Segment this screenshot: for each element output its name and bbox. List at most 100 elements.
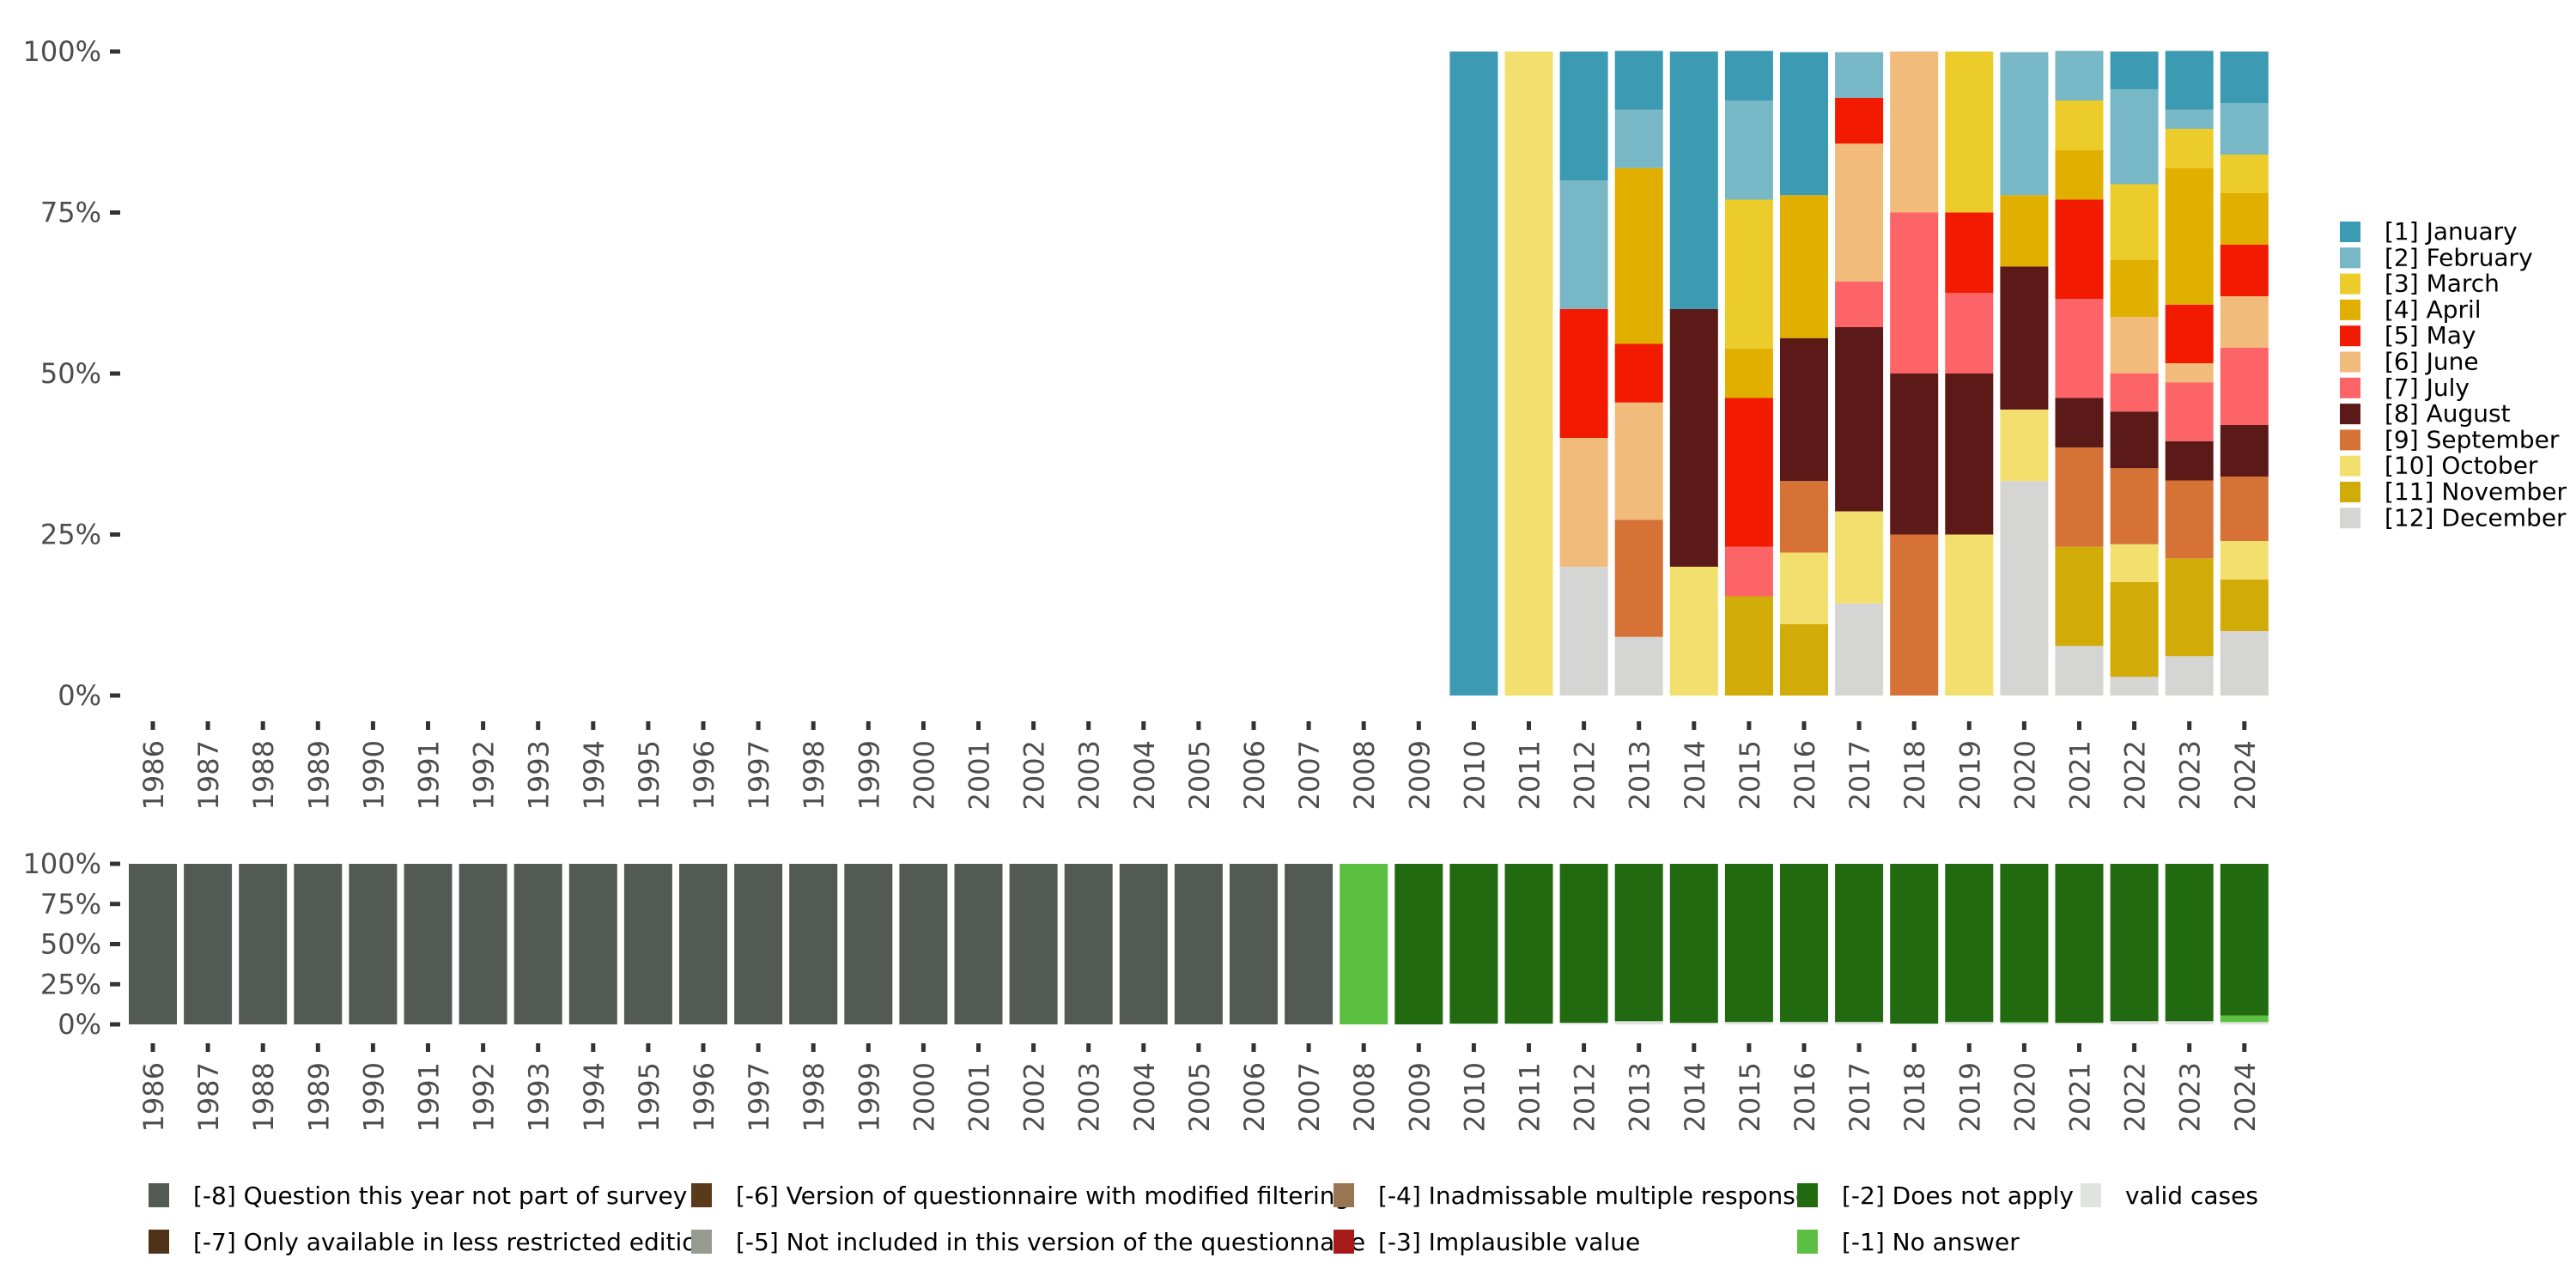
x-tick-label: 2018 bbox=[1899, 740, 1931, 810]
bar-segment-2017-4 bbox=[1835, 327, 1884, 512]
bar-segment-2008-1 bbox=[1340, 864, 1388, 1024]
bar-segment-2020-4 bbox=[2000, 266, 2049, 410]
x-tick-label: 2023 bbox=[2174, 740, 2207, 810]
x-tick-label: 1987 bbox=[192, 740, 225, 810]
x-tick-label: 2018 bbox=[1899, 1062, 1931, 1132]
bar-segment-1991-8 bbox=[404, 864, 453, 1024]
bar-segment-2016-2 bbox=[1780, 552, 1828, 624]
bar-segment-2014-2 bbox=[1669, 567, 1718, 696]
bar-segment-2001-8 bbox=[954, 864, 1003, 1024]
bar-segment-2021-2 bbox=[2055, 864, 2104, 1024]
bar-segment-2021-0 bbox=[2055, 1023, 2104, 1024]
x-tick-label: 1991 bbox=[413, 1062, 446, 1132]
bottom-x-axis: 1986 1987 1988 1989 1990 1991 1992 1993 1994 1995… bbox=[137, 1043, 2262, 1132]
bar-segment-2023-0 bbox=[2165, 1021, 2214, 1024]
x-tick-label: 1994 bbox=[578, 1062, 611, 1132]
legend-label: [-5] Not included in this version of the… bbox=[736, 1228, 1365, 1256]
bar-segment-2015-0 bbox=[1724, 1022, 1773, 1024]
bar-segment-2022-0 bbox=[2110, 1021, 2159, 1024]
legend-swatch bbox=[2340, 429, 2360, 451]
bar-segment-2023-5 bbox=[2165, 382, 2214, 441]
bar-segment-2015-5 bbox=[1724, 546, 1773, 597]
bar-segment-2014-4 bbox=[1669, 309, 1718, 567]
bar-segment-2003-8 bbox=[1064, 864, 1113, 1024]
bar-segment-2023-10 bbox=[2165, 109, 2214, 129]
bar-segment-2024-8 bbox=[2220, 193, 2269, 245]
bar-segment-2020-2 bbox=[2000, 410, 2049, 482]
x-tick-label: 2021 bbox=[2064, 1062, 2097, 1132]
x-tick-label: 2001 bbox=[963, 1062, 996, 1132]
bar-segment-2021-8 bbox=[2055, 149, 2104, 200]
x-tick-label: 2003 bbox=[1073, 1062, 1106, 1132]
bar-segment-2022-6 bbox=[2110, 317, 2159, 374]
bar-segment-1994-8 bbox=[568, 864, 617, 1024]
x-tick-label: 1999 bbox=[853, 1062, 885, 1132]
bar-segment-2004-8 bbox=[1119, 864, 1168, 1024]
bar-segment-1993-8 bbox=[513, 864, 562, 1024]
bar-segment-2023-2 bbox=[2165, 864, 2214, 1022]
bar-segment-2007-8 bbox=[1285, 864, 1334, 1024]
bar-segment-2020-0 bbox=[2000, 1023, 2049, 1024]
bar-segment-2019-0 bbox=[1945, 1022, 1994, 1024]
x-tick-label: 1990 bbox=[357, 740, 390, 810]
x-tick-label: 2020 bbox=[2008, 1062, 2041, 1132]
bar-segment-2010-2 bbox=[1449, 864, 1498, 1024]
bar-segment-1989-8 bbox=[294, 864, 343, 1024]
bar-segment-2022-1 bbox=[2110, 582, 2159, 677]
bar-segment-1990-8 bbox=[349, 864, 398, 1024]
legend-swatch bbox=[1797, 1183, 1818, 1207]
x-tick-label: 2012 bbox=[1569, 740, 1601, 810]
legend-swatch bbox=[2340, 455, 2360, 477]
x-tick-label: 2002 bbox=[1018, 1062, 1051, 1132]
x-tick-label: 1998 bbox=[798, 1062, 830, 1132]
bar-segment-2021-4 bbox=[2055, 398, 2104, 448]
x-tick-label: 1987 bbox=[192, 1062, 225, 1132]
x-tick-label: 2010 bbox=[1458, 740, 1491, 810]
bar-segment-2010-11 bbox=[1449, 52, 1498, 696]
x-tick-label: 1992 bbox=[468, 740, 501, 810]
month-legend: [1] January[2] February[3] March[4] Apri… bbox=[2340, 217, 2567, 532]
x-tick-label: 2000 bbox=[908, 1062, 940, 1132]
bar-segment-2019-9 bbox=[1945, 52, 1994, 213]
bar-segment-2024-1 bbox=[2220, 580, 2269, 631]
bar-segment-2017-0 bbox=[1835, 1022, 1884, 1024]
bar-segment-2015-10 bbox=[1724, 100, 1773, 200]
bar-segment-2015-8 bbox=[1724, 348, 1773, 398]
bar-segment-2022-10 bbox=[2110, 89, 2159, 185]
x-tick-label: 2007 bbox=[1293, 740, 1326, 810]
bar-segment-2023-6 bbox=[2165, 363, 2214, 383]
x-tick-label: 2015 bbox=[1734, 740, 1766, 810]
bar-segment-2018-3 bbox=[1890, 534, 1939, 696]
bottom-stacked-bars bbox=[129, 864, 2269, 1024]
bar-segment-2023-1 bbox=[2165, 558, 2214, 657]
x-tick-label: 1995 bbox=[633, 740, 665, 810]
x-tick-label: 2005 bbox=[1183, 1062, 1216, 1132]
y-tick-label: 50% bbox=[40, 928, 101, 961]
bar-segment-2013-2 bbox=[1614, 864, 1663, 1022]
x-tick-label: 2013 bbox=[1624, 740, 1656, 810]
bar-segment-2024-11 bbox=[2220, 52, 2269, 103]
y-tick-label: 100% bbox=[23, 848, 101, 880]
bar-segment-2002-8 bbox=[1009, 864, 1058, 1024]
bar-segment-2022-0 bbox=[2110, 677, 2159, 696]
x-tick-label: 2017 bbox=[1844, 740, 1876, 810]
legend-swatch bbox=[1334, 1230, 1354, 1254]
bar-segment-2011-2 bbox=[1504, 52, 1553, 696]
bar-segment-2018-5 bbox=[1890, 212, 1939, 374]
x-tick-label: 2008 bbox=[1348, 740, 1381, 810]
x-tick-label: 1993 bbox=[523, 740, 556, 810]
x-tick-label: 1994 bbox=[578, 740, 611, 810]
x-tick-label: 2011 bbox=[1514, 740, 1546, 810]
legend-label: [5] May bbox=[2385, 321, 2476, 349]
bar-segment-1988-8 bbox=[239, 864, 288, 1024]
bar-segment-2023-7 bbox=[2165, 304, 2214, 363]
bar-segment-2012-11 bbox=[1559, 52, 1608, 180]
x-tick-label: 2001 bbox=[963, 740, 996, 810]
bar-segment-2009-2 bbox=[1394, 864, 1443, 1024]
legend-label: [1] January bbox=[2385, 217, 2518, 246]
legend-label: [4] April bbox=[2385, 295, 2482, 324]
x-tick-label: 2015 bbox=[1734, 1062, 1766, 1132]
x-tick-label: 2022 bbox=[2119, 1062, 2152, 1132]
top-x-axis: 1986 1987 1988 1989 1990 1991 1992 1993 1994 1995… bbox=[137, 721, 2262, 810]
bar-segment-2015-9 bbox=[1724, 199, 1773, 349]
